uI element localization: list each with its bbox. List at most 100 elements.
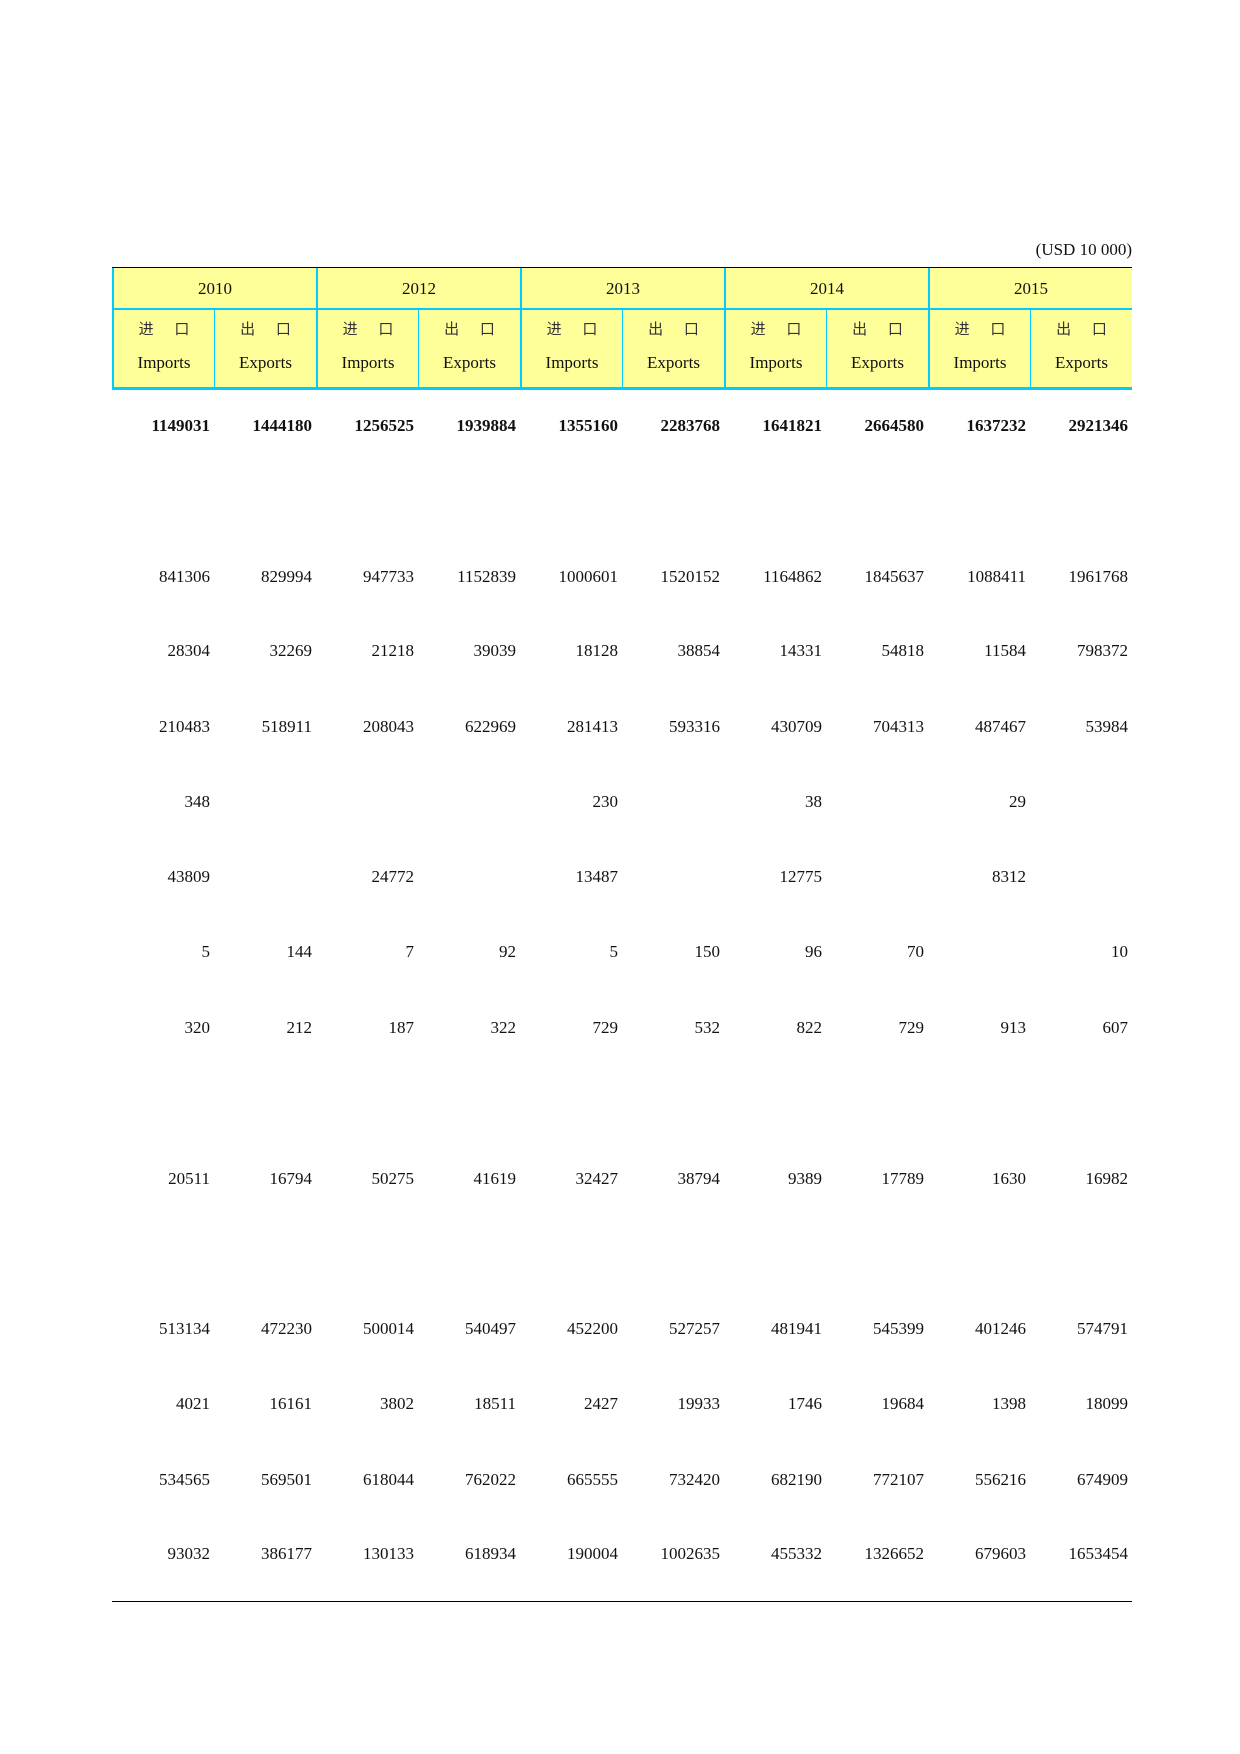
table-cell: 679603	[975, 1544, 1026, 1563]
table-cell: 322	[490, 1018, 517, 1037]
table-cell	[316, 792, 418, 812]
header-label-en: Exports	[647, 353, 700, 372]
table-cell: 41619	[473, 1169, 517, 1188]
table-row: 5 144 7 92 5 150 96 70 10	[112, 942, 1132, 962]
table-row: 20511 16794 50275 41619 32427 38794 9389 17789 1…	[112, 1169, 1132, 1189]
year-header-2010: 2010	[112, 268, 316, 310]
table-cell: 622969	[465, 717, 516, 736]
table-cell: 674909	[1077, 1470, 1128, 1489]
table-cell: 1641821	[762, 416, 823, 435]
header-label-en: Imports	[749, 353, 803, 372]
table-cell: 487467	[975, 717, 1026, 736]
table-cell: 2921346	[1068, 416, 1129, 435]
table-cell: 1152839	[457, 567, 516, 586]
table-cell: 281413	[567, 717, 618, 736]
exports-header-2010: 出 口 Exports	[214, 310, 316, 390]
year-header-2015: 2015	[928, 268, 1132, 310]
table-cell	[826, 867, 928, 887]
total-row: 1149031 1444180 1256525 1939884 1355160 22837…	[112, 416, 1132, 436]
table-bottom-rule	[112, 1601, 1132, 1602]
table-cell: 729	[592, 1018, 619, 1037]
table-cell: 29	[1009, 792, 1026, 811]
imports-header-2014: 进 口 Imports	[724, 310, 826, 390]
table-cell: 762022	[465, 1470, 516, 1489]
header-label-en: Exports	[443, 353, 496, 372]
table-cell: 574791	[1077, 1319, 1128, 1338]
table-cell: 18128	[575, 641, 619, 660]
table-cell: 729	[898, 1018, 925, 1037]
table-cell: 53984	[1085, 717, 1129, 736]
table-cell: 21218	[371, 641, 415, 660]
table-cell: 527257	[669, 1319, 720, 1338]
table-cell: 1939884	[456, 416, 517, 435]
table-cell: 1653454	[1068, 1544, 1129, 1563]
table-cell: 540497	[465, 1319, 516, 1338]
table-cell: 704313	[873, 717, 924, 736]
header-label-en: Exports	[851, 353, 904, 372]
table-cell: 1630	[992, 1169, 1026, 1188]
table-cell: 386177	[261, 1544, 312, 1563]
table-cell: 150	[694, 942, 721, 961]
table-cell: 11584	[984, 641, 1026, 660]
table-cell: 569501	[261, 1470, 312, 1489]
table-cell: 92	[499, 942, 516, 961]
table-cell: 2427	[584, 1394, 618, 1413]
table-cell: 1326652	[864, 1544, 925, 1563]
table-cell: 348	[184, 792, 211, 811]
header-label-zh: 出 口	[852, 320, 911, 338]
table-row: 93032 386177 130133 618934 190004 1002635 4553…	[112, 1544, 1132, 1564]
table-cell	[1030, 867, 1132, 887]
table-cell: 13487	[575, 867, 619, 886]
table-cell: 401246	[975, 1319, 1026, 1338]
table-cell: 190004	[567, 1544, 618, 1563]
header-label-zh: 出 口	[240, 320, 299, 338]
year-header-row: 2010 2012 2013 2014 2015	[112, 268, 1132, 310]
table-cell: 1398	[992, 1394, 1026, 1413]
table-cell: 38794	[677, 1169, 721, 1188]
header-label-zh: 出 口	[1056, 320, 1115, 338]
table-cell: 732420	[669, 1470, 720, 1489]
year-header-2012: 2012	[316, 268, 520, 310]
exports-header-2012: 出 口 Exports	[418, 310, 520, 390]
header-label-en: Imports	[953, 353, 1007, 372]
table-row: 348 230 38 29	[112, 792, 1132, 812]
header-label-zh: 出 口	[648, 320, 707, 338]
table-cell: 19933	[677, 1394, 721, 1413]
table-cell	[826, 792, 928, 812]
table-row: 513134 472230 500014 540497 452200 527257 4819…	[112, 1319, 1132, 1339]
table-cell: 1149031	[151, 416, 210, 435]
header-label-en: Imports	[341, 353, 395, 372]
table-cell: 70	[907, 942, 924, 961]
table-row: 4021 16161 3802 18511 2427 19933 1746 19684 1398…	[112, 1394, 1132, 1414]
exports-header-2015: 出 口 Exports	[1030, 310, 1132, 390]
table-cell: 54818	[881, 641, 925, 660]
table-row: 320 212 187 322 729 532 822 729 913 607	[112, 1018, 1132, 1038]
table-cell: 18099	[1085, 1394, 1129, 1413]
table-cell	[622, 792, 724, 812]
imports-header-2015: 进 口 Imports	[928, 310, 1030, 390]
table-cell: 39039	[473, 641, 517, 660]
table-cell: 10	[1111, 942, 1128, 961]
table-cell: 12775	[779, 867, 823, 886]
table-cell: 430709	[771, 717, 822, 736]
table-cell: 829994	[261, 567, 312, 586]
table-cell: 1002635	[660, 1544, 721, 1563]
table-cell: 607	[1102, 1018, 1129, 1037]
table-cell: 18511	[474, 1394, 516, 1413]
table-cell: 1444180	[252, 416, 313, 435]
imports-header-2013: 进 口 Imports	[520, 310, 622, 390]
table-cell: 19684	[881, 1394, 925, 1413]
year-header-2014: 2014	[724, 268, 928, 310]
table-cell: 913	[1000, 1018, 1027, 1037]
table-row: 841306 829994 947733 1152839 1000601 1520152 1…	[112, 567, 1132, 587]
table-cell: 8312	[992, 867, 1026, 886]
table-cell: 532	[694, 1018, 721, 1037]
table-header: 2010 2012 2013 2014 2015 进 口 Imports 出 口 Export…	[112, 267, 1132, 390]
table-cell	[928, 942, 1030, 962]
table-cell: 32269	[269, 641, 313, 660]
table-cell: 320	[184, 1018, 211, 1037]
table-row: 28304 32269 21218 39039 18128 38854 14331 54818…	[112, 641, 1132, 661]
table-cell: 822	[796, 1018, 823, 1037]
table-cell: 545399	[873, 1319, 924, 1338]
unit-label: (USD 10 000)	[1035, 240, 1132, 259]
